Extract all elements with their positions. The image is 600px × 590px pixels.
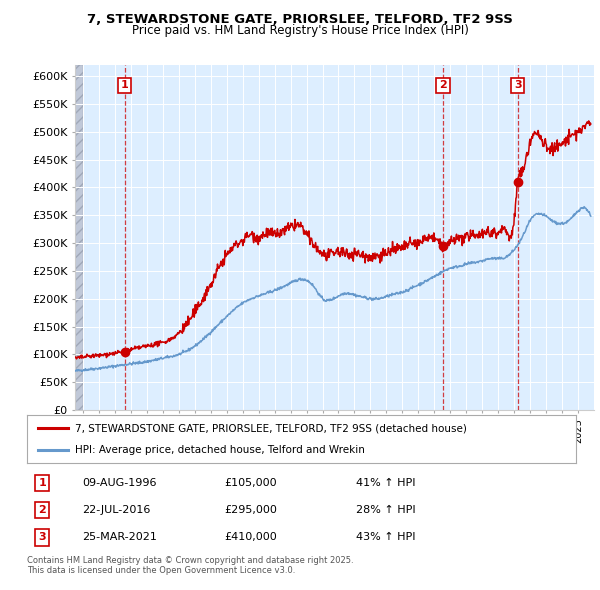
Text: £295,000: £295,000 (224, 505, 278, 515)
Text: Contains HM Land Registry data © Crown copyright and database right 2025.
This d: Contains HM Land Registry data © Crown c… (27, 556, 353, 575)
Text: 2: 2 (38, 505, 46, 515)
Text: 22-JUL-2016: 22-JUL-2016 (82, 505, 150, 515)
Text: 3: 3 (38, 532, 46, 542)
Bar (75, 65, 83, 410)
Text: 43% ↑ HPI: 43% ↑ HPI (356, 532, 416, 542)
Text: Price paid vs. HM Land Registry's House Price Index (HPI): Price paid vs. HM Land Registry's House … (131, 24, 469, 37)
Text: £410,000: £410,000 (224, 532, 277, 542)
Text: 1: 1 (38, 478, 46, 488)
Text: 28% ↑ HPI: 28% ↑ HPI (356, 505, 416, 515)
Text: 1: 1 (121, 80, 128, 90)
Text: 2: 2 (439, 80, 447, 90)
Text: 41% ↑ HPI: 41% ↑ HPI (356, 478, 416, 488)
Text: 7, STEWARDSTONE GATE, PRIORSLEE, TELFORD, TF2 9SS (detached house): 7, STEWARDSTONE GATE, PRIORSLEE, TELFORD… (76, 423, 467, 433)
Text: HPI: Average price, detached house, Telford and Wrekin: HPI: Average price, detached house, Telf… (76, 445, 365, 455)
Text: 7, STEWARDSTONE GATE, PRIORSLEE, TELFORD, TF2 9SS: 7, STEWARDSTONE GATE, PRIORSLEE, TELFORD… (87, 13, 513, 26)
Text: 09-AUG-1996: 09-AUG-1996 (82, 478, 157, 488)
Text: 25-MAR-2021: 25-MAR-2021 (82, 532, 157, 542)
Text: 3: 3 (514, 80, 521, 90)
Text: £105,000: £105,000 (224, 478, 277, 488)
